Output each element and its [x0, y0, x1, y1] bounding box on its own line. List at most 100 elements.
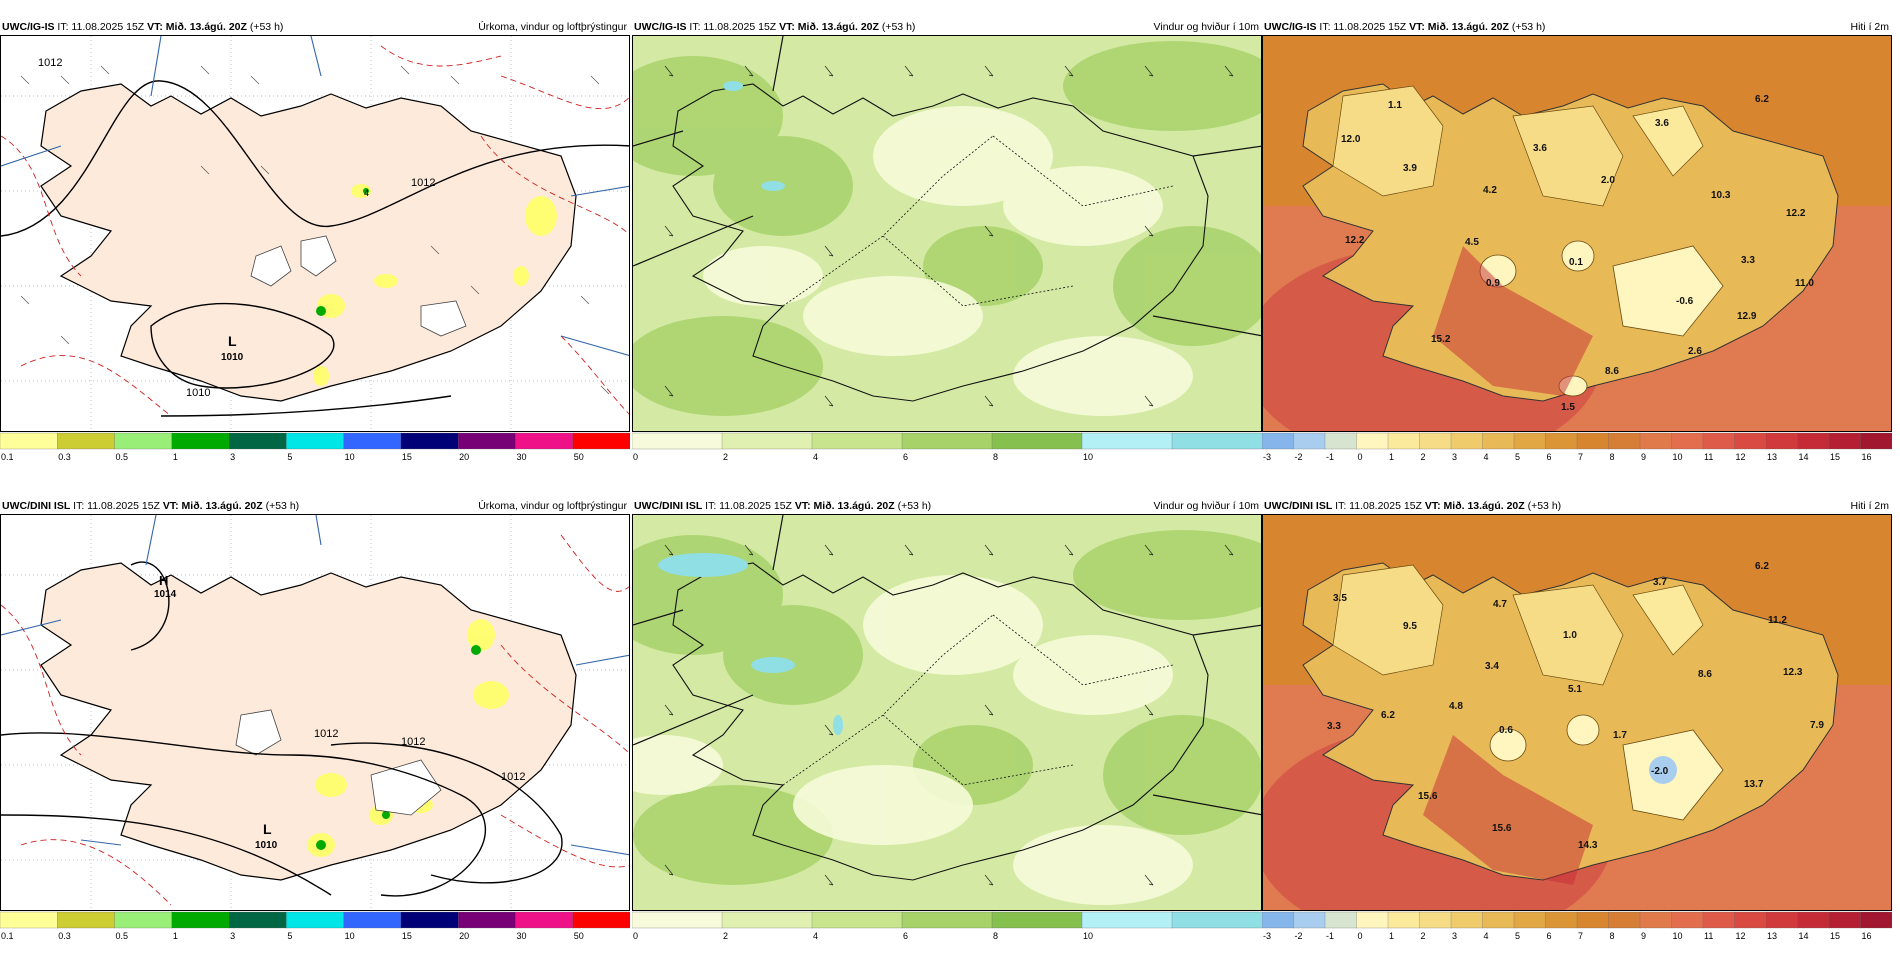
colorbar-tick-label: 0.3: [58, 452, 71, 462]
colorbar-swatch: [515, 911, 574, 929]
colorbar-swatch: [343, 432, 402, 450]
colorbar-tick-label: -1: [1326, 931, 1334, 941]
panel-header: UWC/IG-IS IT: 11.08.2025 15Z VT: Mið. 13…: [1262, 19, 1892, 35]
colorbar-swatch: [901, 432, 993, 450]
colorbar-swatch: [1828, 432, 1862, 450]
colorbar-swatch: [1734, 911, 1767, 929]
colorbar-swatch: [1576, 911, 1610, 929]
colorbar-tick-label: 6: [1547, 452, 1552, 462]
high-pressure-marker: H: [159, 573, 168, 588]
isobar-label: 1012: [38, 57, 62, 69]
colorbar-swatch: [400, 911, 459, 929]
colorbar-swatch: [1356, 911, 1389, 929]
temp-label: 2.6: [1688, 346, 1702, 357]
colorbar-tick-label: 14: [1799, 931, 1809, 941]
init-time: IT: 11.08.2025 15Z: [1319, 21, 1407, 33]
temp-label: 4.2: [1483, 185, 1497, 196]
colorbar-swatch: [1797, 432, 1830, 450]
colorbar-swatch: [572, 911, 630, 929]
colorbar-swatch: [632, 911, 723, 929]
low-pressure-value: 1010: [255, 840, 278, 851]
panel-header: UWC/DINI ISL IT: 11.08.2025 15Z VT: Mið.…: [1262, 498, 1892, 514]
colorbar-tick-label: 3: [1452, 452, 1457, 462]
colorbar-swatch: [1513, 432, 1547, 450]
wind-colorbar-svg: 0 2 4 6 8 10: [632, 432, 1262, 462]
temp-map[interactable]: 3.5 9.5 4.7 1.0 3.7 6.2 11.2 3.4 5.1 8.6…: [1262, 514, 1892, 911]
colorbar-tick-label: 50: [574, 931, 584, 941]
valid-time: VT: Mið. 13.ágú. 20Z: [1409, 21, 1509, 33]
temp-map[interactable]: 12.0 1.1 3.9 4.2 3.6 2.0 3.6 6.2 10.3 12…: [1262, 35, 1892, 432]
panel-precip-dini: UWC/DINI ISL IT: 11.08.2025 15Z VT: Mið.…: [0, 498, 630, 956]
precip-map-svg: 1012 L 1010 1012 1010 4: [1, 36, 629, 431]
temp-label: 1.5: [1561, 402, 1575, 413]
wind-map[interactable]: [632, 514, 1262, 911]
temp-map-svg: 12.0 1.1 3.9 4.2 3.6 2.0 3.6 6.2 10.3 12…: [1263, 36, 1891, 431]
colorbar-tick-label: 10: [345, 452, 355, 462]
panel-title: Vindur og hviður í 10m: [1153, 500, 1259, 512]
panel-header: UWC/IG-IS IT: 11.08.2025 15Z VT: Mið. 13…: [0, 19, 630, 35]
colorbar-swatch: [1765, 432, 1799, 450]
colorbar-tick-label: 10: [1083, 931, 1093, 941]
temp-label: 6.2: [1381, 710, 1395, 721]
precip-colorbar-svg: 0.1 0.3 0.5 1 3 5 10 15 20 30 50: [0, 432, 630, 462]
panel-header: UWC/DINI ISL IT: 11.08.2025 15Z VT: Mið.…: [632, 498, 1262, 514]
valid-time: VT: Mið. 13.ágú. 20Z: [779, 21, 879, 33]
wind-map[interactable]: [632, 35, 1262, 432]
wind-colorbar-svg: 0 2 4 6 8 10: [632, 911, 1262, 941]
colorbar-swatch: [228, 911, 288, 929]
temp-label: 3.7: [1653, 577, 1667, 588]
panel-precip-igis: UWC/IG-IS IT: 11.08.2025 15Z VT: Mið. 13…: [0, 19, 630, 477]
temp-colorbar: -3 -2 -1 0 1 2 3 4 5 6 7 8 9 10 11 12 13 14 15 16: [1262, 432, 1892, 462]
panel-title: Úrkoma, vindur og loftþrýstingur: [478, 500, 627, 512]
valid-time: VT: Mið. 13.ágú. 20Z: [162, 500, 263, 512]
panel-title: Vindur og hviður í 10m: [1153, 21, 1259, 33]
temp-label: 1.7: [1613, 730, 1627, 741]
colorbar-swatch: [171, 432, 230, 450]
temp-label: 13.7: [1744, 779, 1764, 790]
colorbar-swatch: [1324, 432, 1358, 450]
colorbar-swatch: [1387, 911, 1421, 929]
colorbar-swatch: [1324, 911, 1358, 929]
colorbar-tick-label: 0.3: [58, 931, 71, 941]
colorbar-tick-label: 15: [1830, 452, 1840, 462]
colorbar-swatch: [1702, 432, 1736, 450]
temp-label: 7.9: [1810, 720, 1824, 731]
colorbar-swatch: [1608, 911, 1641, 929]
valid-time: VT: Mið. 13.ágú. 20Z: [1424, 500, 1525, 512]
model-name: UWC/DINI ISL: [1264, 500, 1333, 512]
temp-label: 15.2: [1431, 334, 1451, 345]
colorbar-swatch: [286, 432, 345, 450]
temp-label: -0.6: [1676, 296, 1694, 307]
precip-map[interactable]: H 1014 1012 1012 1012 L 1010: [0, 514, 630, 911]
low-pressure-value: 1010: [221, 352, 244, 363]
temp-label: 1.1: [1388, 100, 1402, 111]
model-name: UWC/DINI ISL: [2, 500, 71, 512]
precip-map[interactable]: 1012 L 1010 1012 1010 4: [0, 35, 630, 432]
colorbar-tick-label: 1: [1389, 452, 1394, 462]
colorbar-swatch: [1545, 432, 1578, 450]
colorbar-swatch: [1262, 911, 1295, 929]
colorbar-tick-label: 30: [516, 452, 526, 462]
colorbar-tick-label: 50: [574, 452, 584, 462]
colorbar-tick-label: 10: [1673, 452, 1683, 462]
isobar-label: 1012: [411, 177, 435, 189]
colorbar-swatch: [721, 911, 813, 929]
colorbar-tick-label: 9: [1641, 931, 1646, 941]
colorbar-swatch: [1797, 911, 1830, 929]
colorbar-tick-label: 6: [903, 452, 908, 462]
temp-label: 8.6: [1605, 366, 1619, 377]
colorbar-tick-label: 8: [1610, 931, 1615, 941]
colorbar-swatch: [286, 911, 345, 929]
temp-label: 6.2: [1755, 94, 1769, 105]
temp-label: 0.1: [1569, 257, 1583, 268]
temp-label: 12.0: [1341, 134, 1361, 145]
colorbar-tick-label: 10: [1673, 931, 1683, 941]
low-pressure-marker: L: [228, 333, 237, 349]
init-time: IT: 11.08.2025 15Z: [705, 500, 792, 512]
colorbar-tick-label: 15: [402, 452, 412, 462]
colorbar-tick-label: 4: [813, 931, 818, 941]
precip-label: 4: [364, 188, 369, 198]
colorbar-swatch: [1356, 432, 1389, 450]
colorbar-swatch: [721, 432, 813, 450]
colorbar-tick-label: 0.1: [1, 452, 14, 462]
